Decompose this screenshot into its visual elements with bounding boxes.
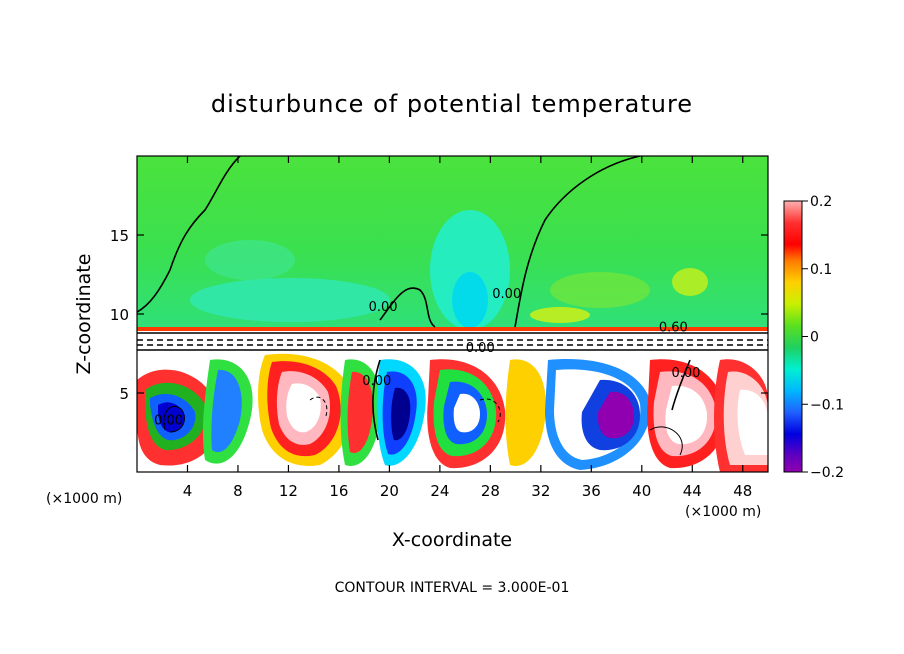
contour-line: [671, 359, 691, 411]
contour-label: 0.00: [362, 374, 391, 389]
y-axis-ticks: 5 10 15: [110, 227, 768, 403]
x-tick-label: 16: [329, 482, 348, 500]
x-tick-label: 44: [683, 482, 702, 500]
chart-title: disturbunce of potential temperature: [211, 90, 693, 118]
cyan-plume: [190, 278, 390, 322]
y-axis-label: Z-coordinate: [73, 254, 95, 375]
yellow-patch: [550, 272, 650, 308]
colorbar-ticks: 0.2 0.1 0 −0.1 −0.2: [802, 194, 844, 481]
x-tick-label: 40: [632, 482, 651, 500]
colorbar: [783, 200, 803, 473]
y-axis-unit: (×1000 m): [46, 491, 122, 507]
colorbar-tick-label: −0.2: [810, 465, 844, 481]
contour-label: 0.00: [671, 366, 700, 381]
contour-line: [479, 398, 501, 423]
contour-line: [137, 156, 241, 313]
x-tick-label: 12: [279, 482, 298, 500]
contour-line: [309, 396, 328, 417]
cyan-plume: [205, 240, 295, 280]
y-tick-label: 5: [119, 385, 129, 403]
x-tick-label: 48: [733, 482, 752, 500]
yellow-patch: [530, 307, 590, 323]
x-tick-label: 4: [183, 482, 193, 500]
x-tick-label: 8: [233, 482, 243, 500]
contour-label: 0.60: [659, 320, 688, 335]
contour-line: [379, 287, 436, 328]
colorbar-tick-label: −0.1: [810, 397, 844, 413]
contour-line: [514, 156, 641, 328]
x-tick-label: 32: [531, 482, 550, 500]
contour-interval: CONTOUR INTERVAL = 3.000E-01: [335, 580, 570, 596]
contour-label: 0.00: [154, 414, 183, 429]
cyan-plume: [452, 272, 488, 328]
x-axis-label: X-coordinate: [392, 529, 512, 551]
colorbar-tick-label: 0: [810, 330, 819, 346]
cyan-plume: [430, 210, 510, 330]
contour-label: 0.00: [466, 341, 495, 356]
x-tick-label: 24: [430, 482, 449, 500]
turbulent-eddies: [137, 353, 768, 472]
contour-label: 0.00: [369, 300, 398, 315]
contour-label: 0.00: [492, 287, 521, 302]
contour-line: [649, 426, 683, 456]
x-tick-label: 20: [380, 482, 399, 500]
x-tick-label: 36: [582, 482, 601, 500]
colorbar-tick-label: 0.1: [810, 262, 832, 278]
x-tick-label: 28: [481, 482, 500, 500]
colorbar-tick-label: 0.2: [810, 194, 832, 210]
yellow-patch: [672, 268, 708, 296]
contour-line: [163, 405, 185, 433]
x-axis-unit: (×1000 m): [685, 504, 761, 520]
y-tick-label: 10: [110, 306, 129, 324]
contour-line: [372, 359, 381, 441]
y-tick-label: 15: [110, 227, 129, 245]
contour-lines: [137, 156, 768, 456]
inversion-band: [137, 331, 768, 353]
plot-field: 0.00 0.00 0.60 0.00 0.00 0.00 0.00: [137, 156, 768, 472]
inversion-band: [137, 327, 768, 331]
x-axis-ticks: 4 8 12 16 20 24 28 32 36 40 44 48: [183, 156, 752, 500]
contour-labels: 0.00 0.00 0.60 0.00 0.00 0.00 0.00: [154, 287, 700, 428]
